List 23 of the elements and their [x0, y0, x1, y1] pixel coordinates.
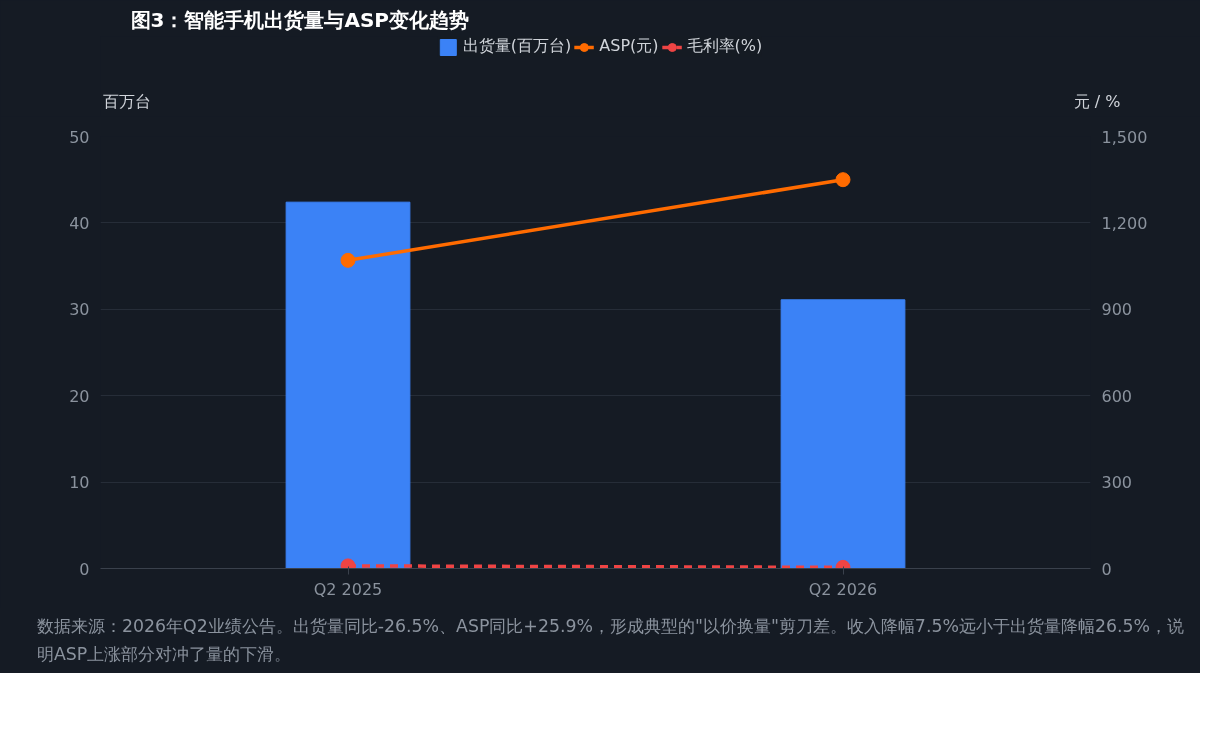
point [835, 172, 851, 188]
y2-axis-title: 元 / % [1073, 91, 1121, 111]
source-note: 数据来源：2026年Q2业绩公告。出货量同比-26.5%、ASP同比+25.9%，形成典型的"以价换量"剪刀差。收入降幅7.5%远小于出货量降幅26.5%，说明ASP上涨部分对冲了量的下滑。 [37, 615, 1185, 666]
y-tick-label: 50 [69, 127, 90, 147]
y-tick-label: 0 [79, 559, 90, 579]
x-tick-label: Q2 2026 [808, 579, 878, 599]
y2-tick-label: 0 [1101, 559, 1112, 579]
y-tick-label: 30 [69, 300, 90, 320]
y-tick-label: 10 [69, 473, 90, 493]
chart-title: 图3：智能手机出货量与ASP变化趋势 [130, 7, 469, 32]
point [340, 252, 356, 268]
y2-tick-label: 1,500 [1101, 127, 1148, 147]
y2-tick-label: 1,200 [1101, 213, 1148, 233]
x-tick-label: Q2 2025 [313, 579, 383, 599]
y-axis-title: 百万台 [102, 91, 151, 111]
legend-label: 毛利率(%) [686, 36, 763, 57]
y-tick-label: 40 [69, 213, 90, 233]
legend-label: ASP(元) [599, 36, 659, 57]
y2-tick-label: 900 [1101, 300, 1133, 320]
y2-tick-label: 600 [1101, 386, 1133, 406]
y-tick-label: 20 [69, 386, 90, 406]
y2-tick-label: 300 [1101, 473, 1133, 493]
legend-label: 出货量(百万台) [462, 36, 572, 57]
